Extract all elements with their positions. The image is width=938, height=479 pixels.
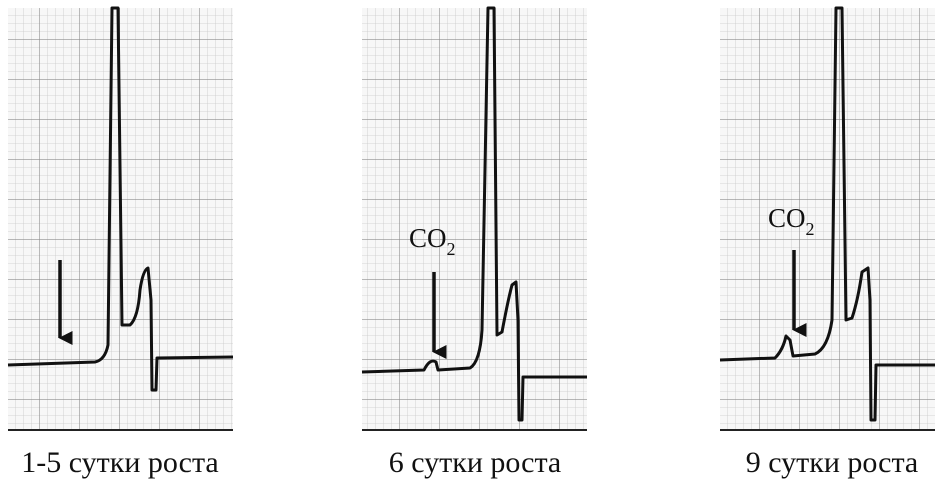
panel-2: CO2 6 сутки роста bbox=[361, 6, 587, 479]
caption: 9 сутки роста bbox=[746, 446, 919, 479]
annotation: CO2 bbox=[409, 223, 456, 259]
caption: 1-5 сутки роста bbox=[21, 446, 219, 479]
text-part: CO bbox=[768, 203, 806, 233]
panel-1: 1-5 сутки роста bbox=[7, 6, 234, 479]
trace bbox=[719, 6, 935, 422]
text-part: 2 bbox=[447, 239, 456, 259]
panel-3: CO2 9 сутки роста bbox=[719, 6, 935, 479]
trace bbox=[361, 6, 587, 422]
trace bbox=[7, 6, 234, 392]
text-part: 2 bbox=[806, 219, 815, 239]
annotation: CO2 bbox=[768, 203, 815, 239]
text-part: CO bbox=[409, 223, 447, 253]
grid bbox=[362, 8, 587, 430]
caption: 6 сутки роста bbox=[389, 446, 562, 479]
grid bbox=[720, 8, 935, 430]
